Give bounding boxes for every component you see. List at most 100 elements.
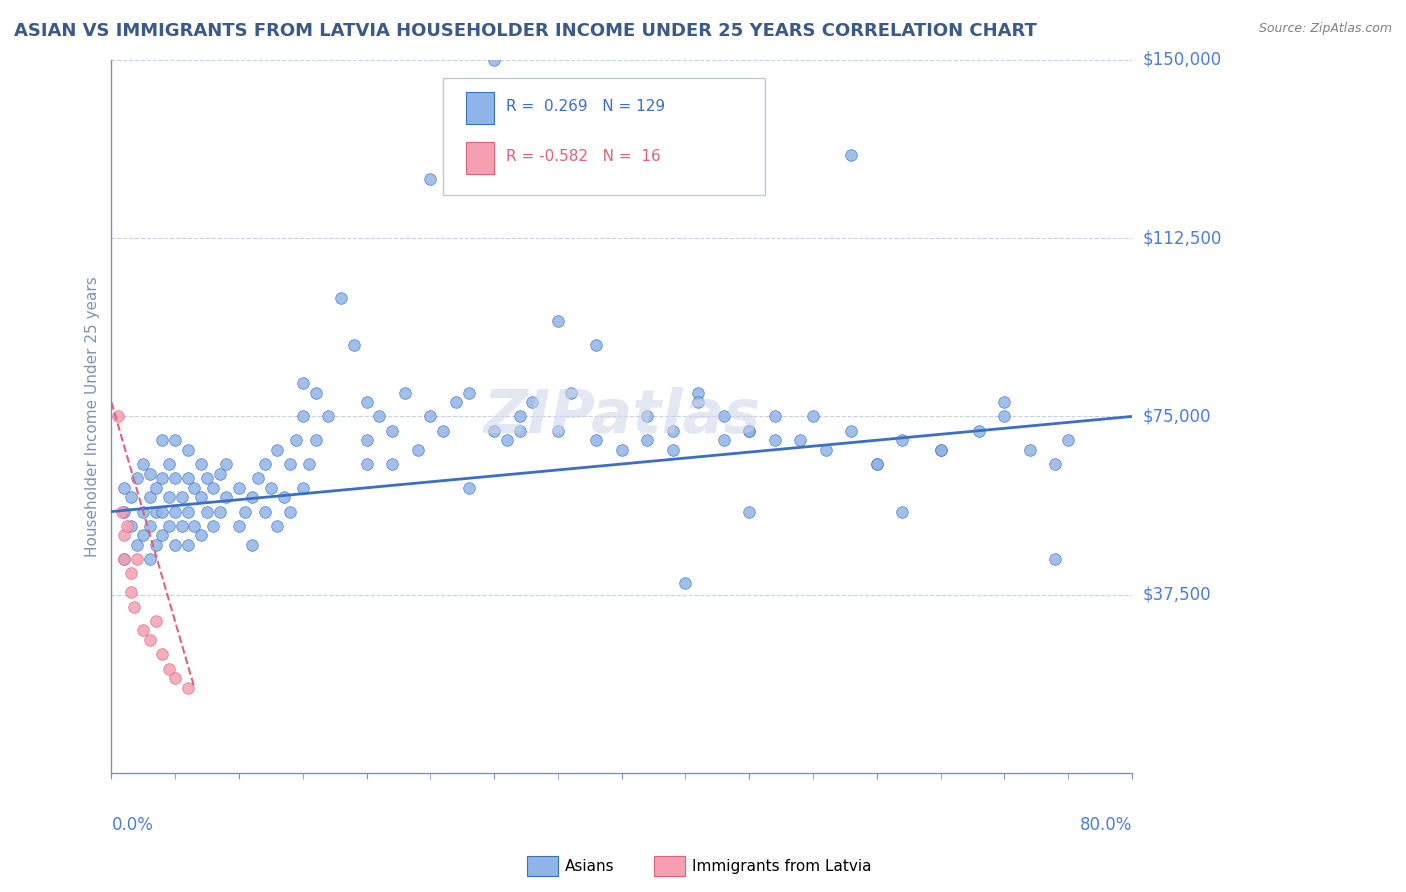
Point <box>125 552 148 566</box>
Point <box>688 385 710 400</box>
Point <box>138 632 160 647</box>
Point <box>432 424 454 438</box>
Point <box>165 538 187 552</box>
Point <box>145 505 167 519</box>
Point <box>585 434 607 448</box>
Point <box>138 519 160 533</box>
Point <box>170 519 193 533</box>
Point <box>183 519 205 533</box>
Point <box>891 505 914 519</box>
Point <box>298 457 321 471</box>
Point <box>202 519 225 533</box>
Point <box>124 599 146 614</box>
Point <box>967 424 990 438</box>
Point <box>763 409 786 424</box>
Point <box>115 519 138 533</box>
Point <box>610 442 633 457</box>
Point <box>215 457 238 471</box>
Point <box>247 471 270 485</box>
Point <box>841 148 863 162</box>
Point <box>356 395 378 409</box>
Point <box>457 481 479 495</box>
Point <box>157 661 180 675</box>
Point <box>165 471 187 485</box>
Point <box>585 338 607 352</box>
FancyBboxPatch shape <box>443 78 765 195</box>
Point <box>356 457 378 471</box>
Text: $75,000: $75,000 <box>1142 408 1211 425</box>
Text: $150,000: $150,000 <box>1142 51 1222 69</box>
Point <box>152 647 174 661</box>
Text: 0.0%: 0.0% <box>111 816 153 834</box>
Point <box>661 424 683 438</box>
Point <box>120 519 142 533</box>
Text: R = -0.582   N =  16: R = -0.582 N = 16 <box>506 148 661 163</box>
Point <box>304 385 326 400</box>
Point <box>228 519 250 533</box>
Point <box>120 566 142 581</box>
Text: 80.0%: 80.0% <box>1080 816 1132 834</box>
Point <box>112 505 135 519</box>
Point <box>304 434 326 448</box>
Point <box>125 538 148 552</box>
Text: ASIAN VS IMMIGRANTS FROM LATVIA HOUSEHOLDER INCOME UNDER 25 YEARS CORRELATION CH: ASIAN VS IMMIGRANTS FROM LATVIA HOUSEHOL… <box>14 22 1038 40</box>
Point <box>177 442 200 457</box>
Text: $112,500: $112,500 <box>1142 229 1222 247</box>
Point <box>183 481 205 495</box>
Point <box>929 442 952 457</box>
Point <box>208 467 231 481</box>
Point <box>253 457 276 471</box>
Point <box>177 471 200 485</box>
Point <box>152 434 174 448</box>
Point <box>278 505 301 519</box>
Point <box>381 424 404 438</box>
Point <box>496 434 519 448</box>
Point <box>138 552 160 566</box>
Point <box>636 434 658 448</box>
Point <box>152 471 174 485</box>
Point <box>273 491 295 505</box>
Point <box>993 395 1015 409</box>
Point <box>713 409 735 424</box>
Point <box>177 681 200 695</box>
Point <box>240 491 263 505</box>
Point <box>841 424 863 438</box>
Text: Asians: Asians <box>565 859 614 873</box>
Point <box>170 491 193 505</box>
Point <box>482 424 505 438</box>
Point <box>1045 457 1067 471</box>
Point <box>152 528 174 542</box>
Point <box>738 424 761 438</box>
Point <box>112 528 135 542</box>
Point <box>145 538 167 552</box>
Point <box>157 519 180 533</box>
Point <box>266 442 288 457</box>
Point <box>253 505 276 519</box>
Point <box>120 585 142 599</box>
Point <box>381 457 404 471</box>
Point <box>1057 434 1080 448</box>
Point <box>866 457 889 471</box>
Point <box>291 409 314 424</box>
Point <box>157 457 180 471</box>
Point <box>110 505 132 519</box>
Point <box>1045 552 1067 566</box>
Point <box>215 491 238 505</box>
Point <box>240 538 263 552</box>
Point <box>509 409 531 424</box>
Point <box>547 424 569 438</box>
FancyBboxPatch shape <box>465 142 494 174</box>
Point <box>165 434 187 448</box>
Point <box>190 528 212 542</box>
Point <box>316 409 339 424</box>
Point <box>177 538 200 552</box>
Point <box>190 491 212 505</box>
Point <box>112 481 135 495</box>
Point <box>457 385 479 400</box>
Point <box>190 457 212 471</box>
Point <box>394 385 416 400</box>
Point <box>738 505 761 519</box>
Point <box>419 171 441 186</box>
Text: Source: ZipAtlas.com: Source: ZipAtlas.com <box>1258 22 1392 36</box>
Point <box>132 505 155 519</box>
